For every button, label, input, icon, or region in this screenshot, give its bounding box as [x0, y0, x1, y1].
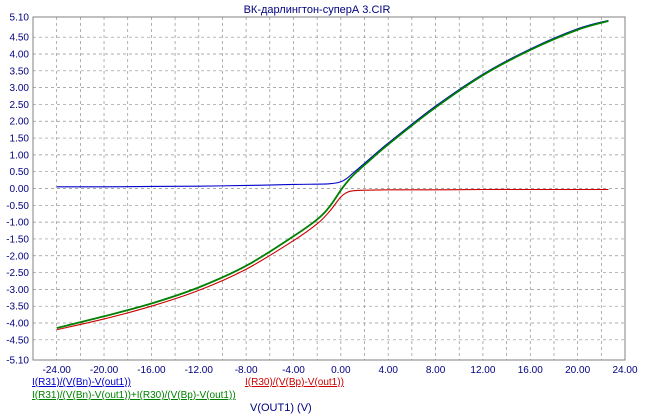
- legend-entry-red: I(R30)/(V(Bp)-V(out1)): [245, 377, 344, 388]
- y-tick-label: 1.50: [10, 134, 30, 145]
- y-tick-label: 4.50: [10, 33, 30, 44]
- x-tick-label: 12.00: [470, 365, 495, 376]
- series-layer: [56, 19, 609, 331]
- x-tick-label: 0.00: [331, 365, 351, 376]
- x-tick-label: -16.00: [137, 365, 166, 376]
- y-tick-label: 0.00: [10, 184, 30, 195]
- grid-layer: [32, 16, 626, 361]
- x-tick-label: 8.00: [426, 365, 446, 376]
- y-tick-label: 3.50: [10, 66, 30, 77]
- y-tick-label: -5.10: [6, 356, 29, 367]
- series-line-blue: [56, 19, 609, 188]
- y-tick-label: -3.00: [6, 285, 29, 296]
- y-tick-label: 2.50: [10, 100, 30, 111]
- x-tick-label: 4.00: [378, 365, 398, 376]
- y-tick-label: -4.00: [6, 319, 29, 330]
- x-tick-label: 16.00: [518, 365, 543, 376]
- x-tick-label: -8.00: [235, 365, 258, 376]
- x-tick-label: -4.00: [282, 365, 305, 376]
- x-tick-label: -20.00: [90, 365, 119, 376]
- y-tick-label: 3.00: [10, 83, 30, 94]
- x-tick-labels: -24.00 -20.00 -16.00 -12.00 -8.00 -4.00 0.00 4.…: [43, 365, 638, 376]
- series-line-green: [56, 20, 609, 329]
- y-tick-label: -2.00: [6, 251, 29, 262]
- y-tick-label: -4.50: [6, 335, 29, 346]
- y-tick-label: 5.10: [10, 13, 30, 24]
- y-tick-labels: 5.10 4.50 4.00 3.50 3.00 2.50 2.00 1.50 1.00 0.50…: [6, 13, 29, 367]
- x-tick-label: 20.00: [565, 365, 590, 376]
- x-tick-label: 24.00: [612, 365, 637, 376]
- y-tick-label: -2.50: [6, 268, 29, 279]
- y-tick-label: -0.50: [6, 201, 29, 212]
- series-line-red: [56, 188, 609, 331]
- x-axis-label: V(OUT1) (V): [250, 402, 312, 414]
- x-tick-label: -12.00: [185, 365, 214, 376]
- x-tick-label: -24.00: [43, 365, 72, 376]
- y-tick-label: 0.50: [10, 167, 30, 178]
- y-tick-label: -3.50: [6, 302, 29, 313]
- y-tick-label: 1.00: [10, 150, 30, 161]
- legend-entry-blue: I(R31)/(V(Bn)-V(out1)): [32, 377, 131, 388]
- chart-title: ВК-дарлингтон-суперА 3.CIR: [244, 4, 391, 16]
- y-tick-label: -1.50: [6, 234, 29, 245]
- y-tick-label: 4.00: [10, 49, 30, 60]
- y-tick-label: -1.00: [6, 218, 29, 229]
- legend-entry-green: I(R31)/(V(Bn)-V(out1))+I(R30)/(V(Bp)-V(o…: [32, 390, 236, 401]
- y-tick-label: 2.00: [10, 117, 30, 128]
- plot-frame: [32, 16, 626, 361]
